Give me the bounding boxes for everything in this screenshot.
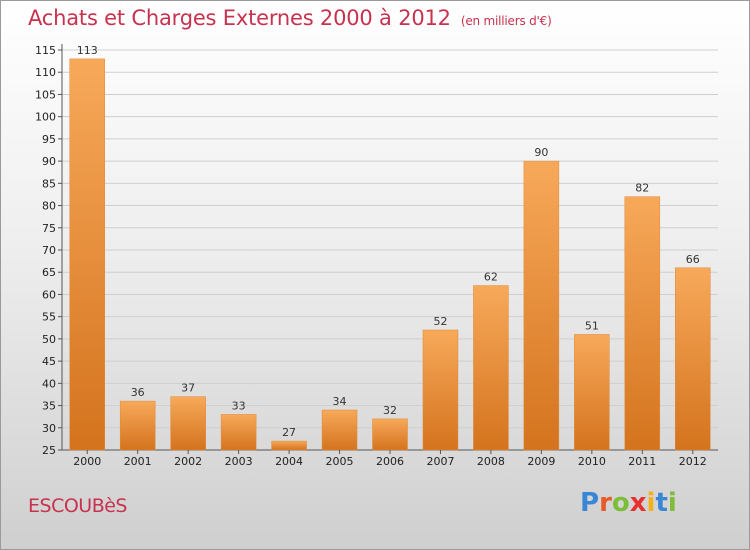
proxiti-logo[interactable]: Proxiti bbox=[580, 488, 677, 518]
y-tick-label: 70 bbox=[42, 244, 56, 257]
bar-2000 bbox=[69, 58, 105, 451]
data-label-2005: 34 bbox=[333, 395, 347, 408]
data-label-2002: 37 bbox=[181, 382, 195, 395]
bar-2001 bbox=[119, 400, 156, 451]
y-tick-label: 110 bbox=[35, 66, 56, 79]
grid-lines bbox=[58, 49, 718, 451]
x-tick-label-2003: 2003 bbox=[225, 455, 253, 468]
x-tick-label-2011: 2011 bbox=[628, 455, 656, 468]
x-tick-label-2008: 2008 bbox=[477, 455, 505, 468]
y-tick-label: 45 bbox=[42, 355, 56, 368]
axes bbox=[61, 44, 718, 451]
logo-letter: r bbox=[599, 488, 612, 518]
bar-2007 bbox=[422, 329, 459, 451]
bar-2003 bbox=[220, 414, 257, 451]
y-tick-label: 40 bbox=[42, 377, 56, 390]
value-labels: 113 36 37 33 27 34 32 52 62 90 51 82 66 bbox=[77, 44, 700, 439]
chart-subtitle: (en milliers d'€) bbox=[460, 14, 552, 28]
y-tick-label: 80 bbox=[42, 200, 56, 213]
x-tick-label-2004: 2004 bbox=[275, 455, 303, 468]
bar-2012 bbox=[675, 267, 711, 451]
logo-letter: t bbox=[655, 488, 668, 518]
bar-2004 bbox=[271, 440, 307, 451]
x-tick-labels: 2000 2001 2002 2003 2004 2005 2006 2007 2008 2009… bbox=[73, 450, 707, 468]
data-label-2007: 52 bbox=[433, 315, 447, 328]
logo-letter: o bbox=[611, 488, 630, 518]
y-tick-label: 65 bbox=[42, 266, 56, 279]
x-tick-label-2007: 2007 bbox=[426, 455, 454, 468]
x-tick-label-2012: 2012 bbox=[679, 455, 707, 468]
y-tick-label: 25 bbox=[42, 444, 56, 457]
logo-letter: i bbox=[667, 488, 677, 518]
data-label-2009: 90 bbox=[534, 146, 548, 159]
data-label-2011: 82 bbox=[635, 182, 649, 195]
y-tick-label: 60 bbox=[42, 288, 56, 301]
data-label-2001: 36 bbox=[131, 386, 145, 399]
y-tick-labels: 25 30 35 40 45 50 55 60 65 70 75 80 85 90 95 100 105 110 1… bbox=[35, 44, 56, 457]
logo-letter: x bbox=[629, 488, 647, 518]
y-tick-label: 85 bbox=[42, 177, 56, 190]
x-tick-label-2001: 2001 bbox=[124, 455, 152, 468]
logo-letter: i bbox=[646, 488, 656, 518]
data-label-2000: 113 bbox=[77, 44, 98, 57]
y-tick-label: 35 bbox=[42, 400, 56, 413]
x-tick-label-2010: 2010 bbox=[578, 455, 606, 468]
bar-2009 bbox=[523, 160, 560, 451]
logo-letter: P bbox=[580, 488, 600, 518]
x-tick-label-2000: 2000 bbox=[73, 455, 101, 468]
y-tick-label: 105 bbox=[35, 88, 56, 101]
y-tick-label: 95 bbox=[42, 133, 56, 146]
data-label-2012: 66 bbox=[686, 253, 700, 266]
chart-title: Achats et Charges Externes 2000 à 2012 (e… bbox=[28, 6, 552, 30]
bars bbox=[69, 58, 711, 451]
y-tick-label: 30 bbox=[42, 422, 56, 435]
y-tick-label: 115 bbox=[35, 44, 56, 57]
data-label-2006: 32 bbox=[383, 404, 397, 417]
y-tick-label: 90 bbox=[42, 155, 56, 168]
y-tick-label: 75 bbox=[42, 222, 56, 235]
bar-2008 bbox=[473, 285, 509, 451]
x-tick-label-2005: 2005 bbox=[326, 455, 354, 468]
bar-2006 bbox=[372, 418, 408, 451]
data-label-2010: 51 bbox=[585, 319, 599, 332]
bar-2002 bbox=[170, 396, 206, 451]
x-tick-label-2006: 2006 bbox=[376, 455, 404, 468]
chart-title-text: Achats et Charges Externes 2000 à 2012 bbox=[28, 6, 451, 30]
town-name: ESCOUBèS bbox=[28, 495, 127, 517]
bar-2010 bbox=[574, 334, 610, 451]
y-tick-label: 100 bbox=[35, 111, 56, 124]
bar-2011 bbox=[624, 196, 661, 451]
x-tick-label-2009: 2009 bbox=[527, 455, 555, 468]
x-tick-label-2002: 2002 bbox=[174, 455, 202, 468]
data-label-2004: 27 bbox=[282, 426, 296, 439]
data-label-2003: 33 bbox=[232, 399, 246, 412]
y-tick-label: 55 bbox=[42, 311, 56, 324]
y-tick-label: 50 bbox=[42, 333, 56, 346]
bar-2005 bbox=[321, 409, 358, 451]
data-label-2008: 62 bbox=[484, 271, 498, 284]
